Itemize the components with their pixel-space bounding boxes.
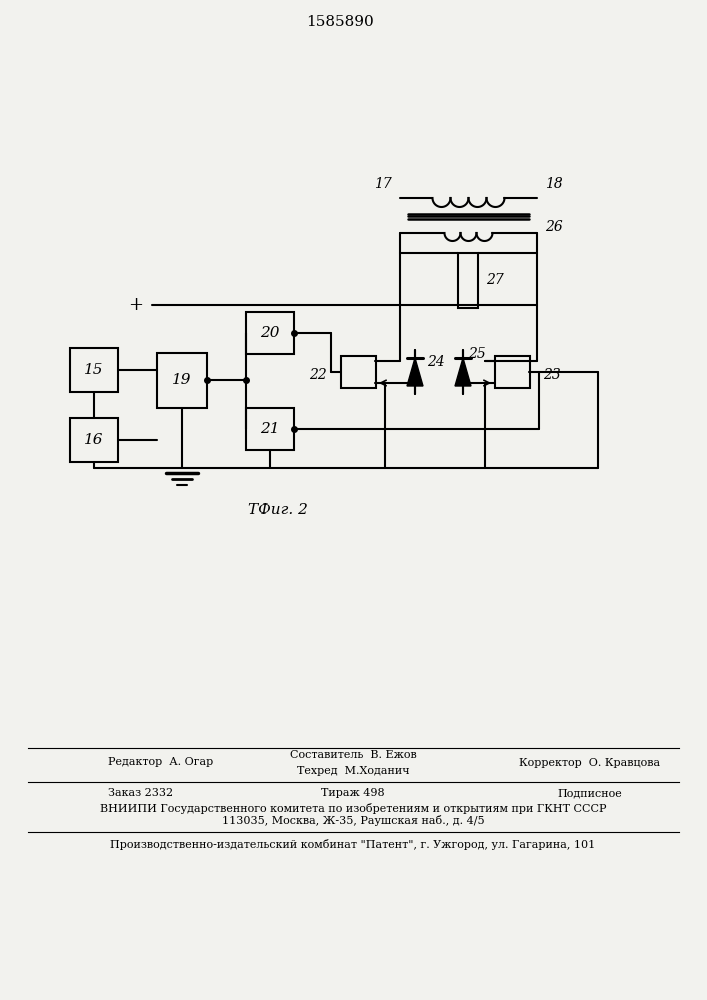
Text: +: +	[128, 296, 143, 314]
Text: 23: 23	[543, 368, 561, 382]
Text: Тираж 498: Тираж 498	[321, 788, 385, 798]
Text: 22: 22	[309, 368, 327, 382]
Polygon shape	[407, 358, 423, 386]
Text: ВНИИПИ Государственного комитета по изобретениям и открытиям при ГКНТ СССР: ВНИИПИ Государственного комитета по изоб…	[100, 802, 606, 814]
FancyBboxPatch shape	[341, 356, 376, 388]
FancyBboxPatch shape	[246, 408, 294, 450]
FancyBboxPatch shape	[157, 353, 207, 408]
Text: Заказ 2332: Заказ 2332	[108, 788, 173, 798]
Text: 25: 25	[468, 347, 486, 361]
Text: 1585890: 1585890	[306, 15, 374, 29]
Text: Составитель  В. Ежов: Составитель В. Ежов	[290, 750, 416, 760]
Polygon shape	[455, 358, 471, 386]
FancyBboxPatch shape	[70, 348, 118, 392]
Text: Производственно-издательский комбинат "Патент", г. Ужгород, ул. Гагарина, 101: Производственно-издательский комбинат "П…	[110, 840, 595, 850]
Text: 18: 18	[545, 177, 563, 191]
Text: Подписное: Подписное	[558, 788, 622, 798]
Text: Редактор  А. Огар: Редактор А. Огар	[108, 757, 214, 767]
FancyBboxPatch shape	[70, 418, 118, 462]
Text: 24: 24	[427, 355, 445, 369]
Text: Корректор  О. Кравцова: Корректор О. Кравцова	[520, 758, 660, 768]
Text: 21: 21	[260, 422, 280, 436]
Text: 16: 16	[84, 433, 104, 447]
Text: ΤФиг. 2: ΤФиг. 2	[248, 503, 308, 517]
Text: 27: 27	[486, 273, 504, 287]
Text: Техред  М.Ходанич: Техред М.Ходанич	[297, 766, 409, 776]
Text: 15: 15	[84, 363, 104, 377]
FancyBboxPatch shape	[459, 253, 479, 308]
FancyBboxPatch shape	[495, 356, 530, 388]
Text: 20: 20	[260, 326, 280, 340]
Text: 19: 19	[173, 373, 192, 387]
Text: 26: 26	[545, 220, 563, 234]
Text: 17: 17	[374, 177, 392, 191]
FancyBboxPatch shape	[246, 312, 294, 354]
Text: 113035, Москва, Ж-35, Раушская наб., д. 4/5: 113035, Москва, Ж-35, Раушская наб., д. …	[222, 816, 484, 826]
